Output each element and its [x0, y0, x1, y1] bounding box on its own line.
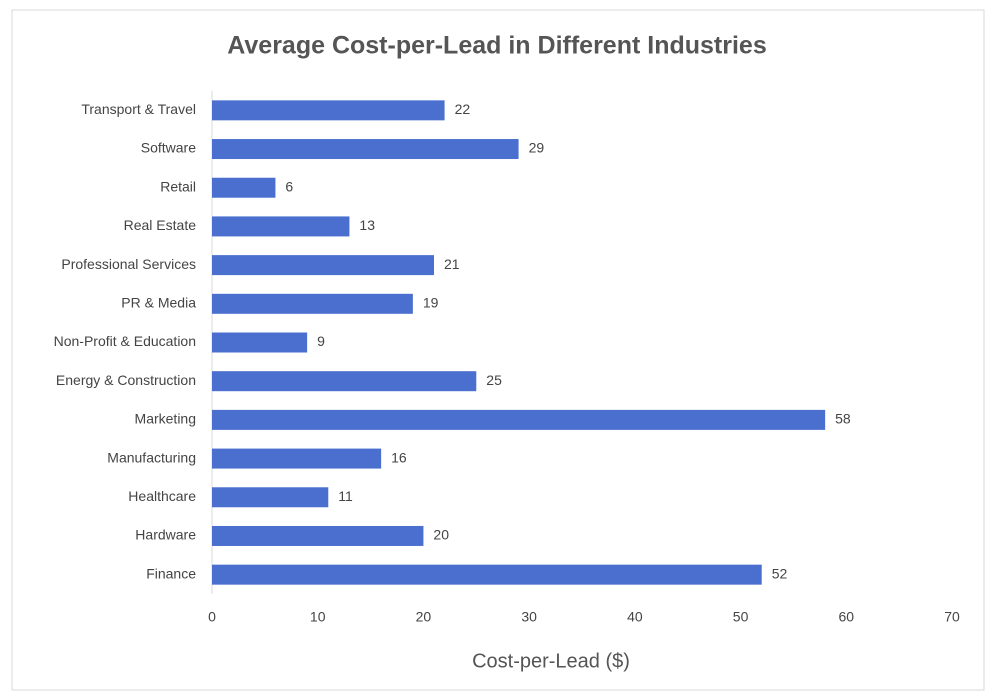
y-tick-label: Non-Profit & Education: [54, 333, 196, 349]
bar: [212, 448, 382, 469]
x-axis-label: Cost-per-Lead ($): [472, 650, 630, 672]
y-tick-label: Hardware: [135, 527, 196, 543]
data-label: 20: [433, 527, 449, 543]
bar: [212, 255, 434, 276]
data-label: 22: [455, 101, 471, 117]
bar: [212, 371, 477, 392]
data-label: 25: [486, 372, 502, 388]
bar: [212, 216, 350, 237]
data-label: 9: [317, 333, 325, 349]
y-tick-label: Energy & Construction: [56, 372, 196, 388]
y-tick-label: Retail: [160, 178, 196, 194]
bar: [212, 100, 445, 121]
data-label: 29: [529, 140, 545, 156]
bar: [212, 293, 413, 314]
x-tick-label: 20: [416, 609, 432, 625]
data-label: 19: [423, 295, 439, 311]
x-tick-label: 30: [521, 609, 537, 625]
y-tick-label: Real Estate: [124, 217, 197, 233]
y-tick-label: Transport & Travel: [81, 101, 196, 117]
x-tick-label: 70: [944, 609, 960, 625]
chart-title: Average Cost-per-Lead in Different Indus…: [227, 32, 766, 60]
x-tick-label: 0: [208, 609, 216, 625]
data-label: 21: [444, 256, 460, 272]
bar: [212, 487, 329, 508]
data-label: 16: [391, 449, 407, 465]
bar: [212, 177, 276, 198]
data-label: 52: [772, 565, 788, 581]
y-tick-label: Manufacturing: [107, 449, 196, 465]
y-tick-label: PR & Media: [121, 295, 196, 311]
y-tick-label: Finance: [146, 565, 196, 581]
y-tick-label: Software: [141, 140, 196, 156]
bar: [212, 564, 762, 585]
x-tick-label: 10: [310, 609, 326, 625]
y-tick-label: Marketing: [135, 411, 196, 427]
bar: [212, 525, 424, 546]
bar: [212, 409, 826, 430]
x-tick-label: 40: [627, 609, 643, 625]
y-tick-label: Healthcare: [128, 488, 196, 504]
data-label: 58: [835, 411, 851, 427]
data-label: 13: [359, 217, 375, 233]
x-tick-label: 50: [733, 609, 749, 625]
y-tick-label: Professional Services: [61, 256, 196, 272]
bar: [212, 332, 308, 353]
bar: [212, 139, 519, 160]
data-label: 6: [285, 178, 293, 194]
x-tick-label: 60: [838, 609, 854, 625]
data-label: 11: [338, 488, 353, 504]
